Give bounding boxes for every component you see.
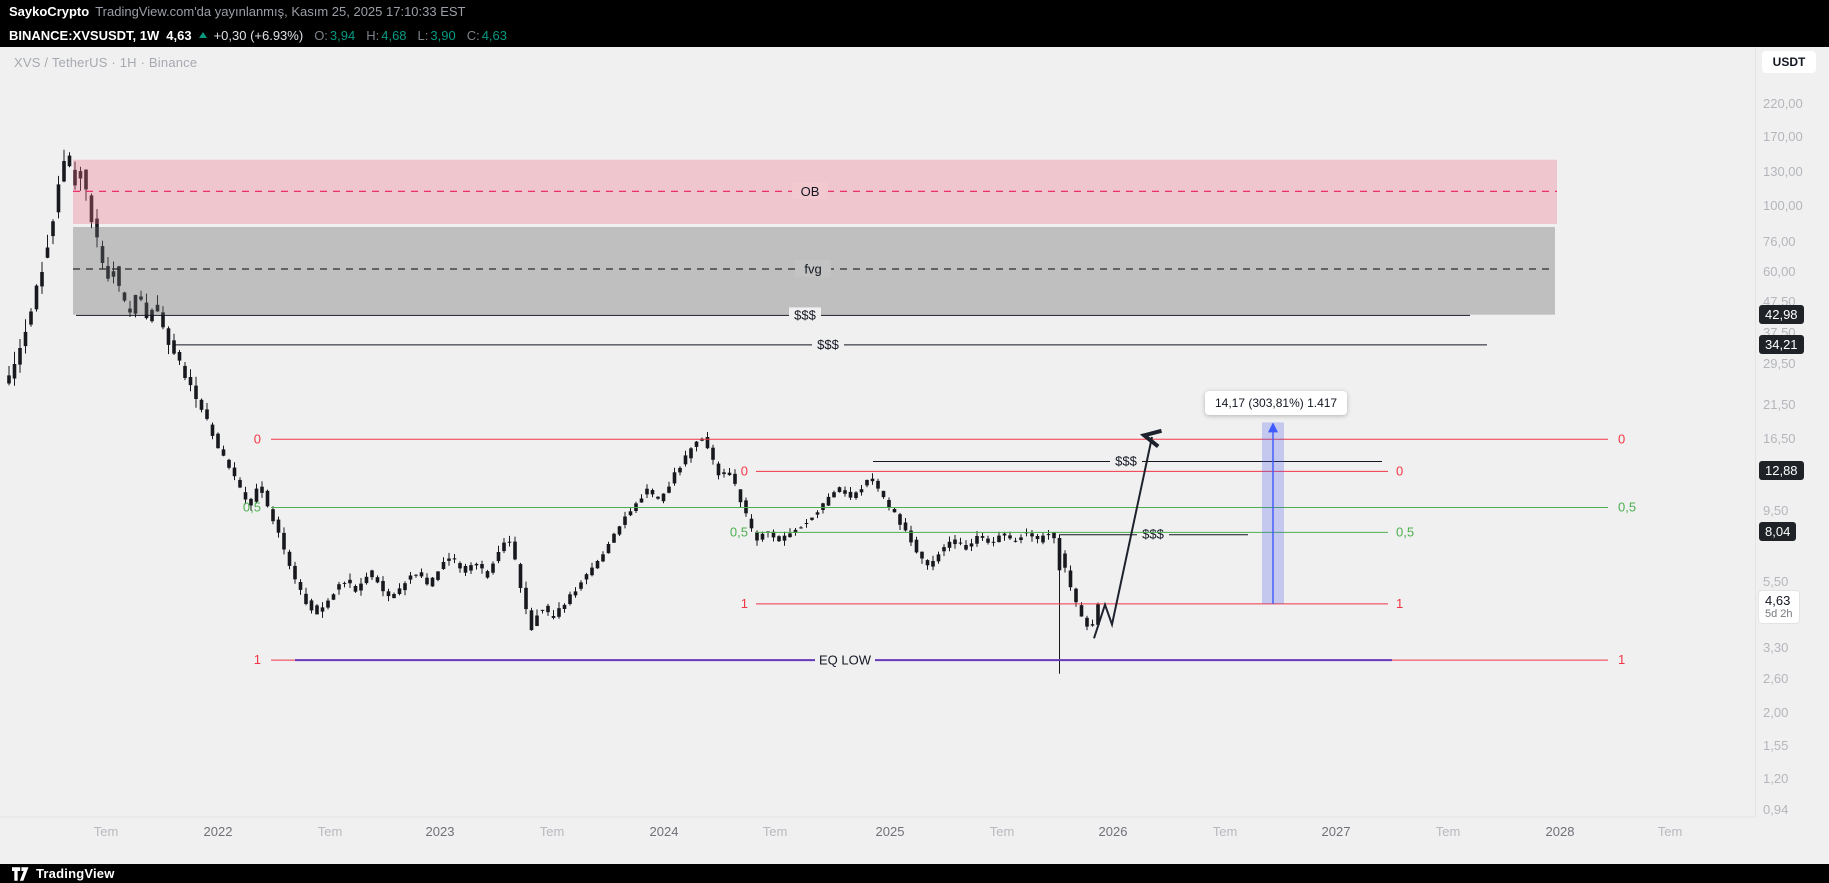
svg-text:0,5: 0,5 — [243, 500, 261, 515]
time-axis-label: Tem — [317, 824, 343, 839]
ohlc-l: L: 3,90 — [417, 27, 456, 43]
chart-title: XVS / TetherUS · 1H · Binance — [14, 55, 198, 70]
svg-text:0: 0 — [741, 463, 748, 478]
ohlc-o: O: 3,94 — [314, 27, 356, 43]
dollar-line[interactable]: $$$ — [76, 307, 1470, 323]
time-axis-label: Tem — [989, 824, 1015, 839]
fib-retracement-2[interactable]: 0 0 0,5 0,5 1 1 — [730, 463, 1414, 611]
time-axis-label: 2027 — [1321, 824, 1351, 839]
price-axis-label: 0,94 — [1763, 802, 1789, 818]
time-axis-label: 2026 — [1098, 824, 1128, 839]
time-axis[interactable]: Tem 2022 Tem 2023 Tem 2024 Tem 2025 Tem 2026 Tem 20… — [0, 47, 1756, 864]
svg-text:0,5: 0,5 — [1396, 524, 1414, 539]
time-axis-label: 2025 — [875, 824, 905, 839]
time-axis-label: 2023 — [425, 824, 455, 839]
tradingview-wordmark[interactable]: TradingView — [36, 866, 115, 881]
price-up-triangle-icon — [198, 32, 207, 38]
price-axis-label: 21,50 — [1763, 397, 1796, 413]
ticker-change: +0,30 (+6.93%) — [213, 27, 304, 43]
price-axis-label: 3,30 — [1763, 639, 1789, 655]
svg-text:0: 0 — [254, 431, 261, 446]
current-price-badge: 4,63 5d 2h — [1759, 590, 1799, 623]
svg-text:EQ LOW: EQ LOW — [819, 653, 872, 668]
time-axis-label: Tem — [1212, 824, 1238, 839]
time-axis-label: Tem — [1435, 824, 1461, 839]
time-axis-label: 2024 — [649, 824, 679, 839]
price-axis-label: 1,20 — [1763, 770, 1789, 786]
svg-text:0: 0 — [1618, 431, 1625, 446]
ohlc-values: O: 3,94 H: 4,68 L: 3,90 C: 4,63 — [314, 28, 507, 43]
svg-text:$$$: $$$ — [794, 307, 816, 322]
fvg-zone[interactable]: fvg — [73, 227, 1555, 315]
svg-text:$$$: $$$ — [1115, 454, 1137, 469]
ohlc-h: H: 4,68 — [366, 27, 407, 43]
ticker-price: 4,63 — [166, 27, 192, 43]
time-axis-label: Tem — [539, 824, 565, 839]
svg-text:0: 0 — [1396, 463, 1403, 478]
dollar-line[interactable]: $$$ — [173, 336, 1487, 352]
ob-zone[interactable]: OB — [73, 159, 1557, 224]
chart-area: OB fvg $$$ $$$ $$$ $$$ 0 0 0,5 0,5 1 1 0 0 0,5 0,5 1 1 EQ … — [0, 47, 1829, 864]
price-axis-label: 76,00 — [1763, 233, 1796, 249]
ohlc-c: C: 4,63 — [466, 27, 508, 43]
eq-low-line[interactable]: EQ LOW — [295, 652, 1392, 669]
currency-usdt-button[interactable]: USDT — [1762, 51, 1816, 73]
price-axis-label: 29,50 — [1763, 356, 1796, 372]
price-axis-label: 2,00 — [1763, 704, 1789, 720]
dollar-line[interactable]: $$$ — [873, 453, 1382, 469]
price-level-badge: 12,88 — [1759, 461, 1804, 481]
svg-text:$$$: $$$ — [1142, 527, 1164, 542]
price-level-badge: 42,98 — [1759, 305, 1804, 325]
svg-text:1: 1 — [1618, 652, 1625, 667]
ticker-bar: BINANCE:XVSUSDT, 1W 4,63 +0,30 (+6.93%) … — [0, 23, 1829, 47]
price-axis-label: 16,50 — [1763, 431, 1796, 447]
svg-text:1: 1 — [1396, 596, 1403, 611]
svg-text:$$$: $$$ — [817, 337, 839, 352]
time-axis-label: Tem — [762, 824, 788, 839]
svg-text:OB: OB — [801, 184, 820, 199]
price-axis-label: 170,00 — [1763, 129, 1803, 145]
price-axis-label: 130,00 — [1763, 164, 1803, 179]
ticker-symbol[interactable]: BINANCE:XVSUSDT, 1W — [9, 27, 160, 43]
time-axis-label: Tem — [1657, 824, 1683, 839]
publish-bar: SaykoCrypto TradingView.com'da yayınlanm… — [0, 0, 1829, 23]
price-level-badge: 34,21 — [1759, 334, 1804, 354]
time-axis-label: Tem — [93, 824, 119, 839]
svg-text:1: 1 — [741, 596, 748, 611]
price-axis-label: 60,00 — [1763, 264, 1796, 280]
price-axis-label: 9,50 — [1763, 502, 1789, 518]
price-range-tool[interactable] — [1262, 422, 1284, 604]
price-axis-label: 2,60 — [1763, 670, 1789, 686]
price-level-badge: 8,04 — [1759, 522, 1797, 542]
time-axis-label: 2028 — [1545, 824, 1575, 839]
price-axis-label: 5,50 — [1763, 573, 1789, 589]
svg-text:0,5: 0,5 — [1618, 500, 1636, 515]
svg-text:1: 1 — [254, 652, 261, 667]
publish-info: TradingView.com'da yayınlanmış, Kasım 25… — [95, 4, 466, 19]
svg-text:0,5: 0,5 — [730, 524, 748, 539]
candlestick-series — [7, 149, 1100, 674]
price-axis-label: 100,00 — [1763, 198, 1803, 213]
publisher-name: SaykoCrypto — [9, 4, 90, 19]
price-axis-label: 220,00 — [1763, 95, 1803, 111]
tradingview-logo-icon[interactable] — [12, 866, 30, 881]
footer-bar: TradingView — [0, 864, 1829, 883]
range-tooltip[interactable]: 14,17 (303,81%) 1.417 — [1205, 391, 1348, 415]
time-axis-label: 2022 — [203, 824, 233, 839]
trend-arrow[interactable] — [1093, 437, 1152, 639]
dollar-line[interactable]: $$$ — [1059, 526, 1248, 542]
price-axis[interactable]: 220,00 170,00 130,00 100,00 76,00 60,00 47,50 3… — [1756, 47, 1829, 864]
price-axis-label: 1,55 — [1763, 737, 1789, 753]
svg-text:fvg: fvg — [804, 262, 821, 277]
